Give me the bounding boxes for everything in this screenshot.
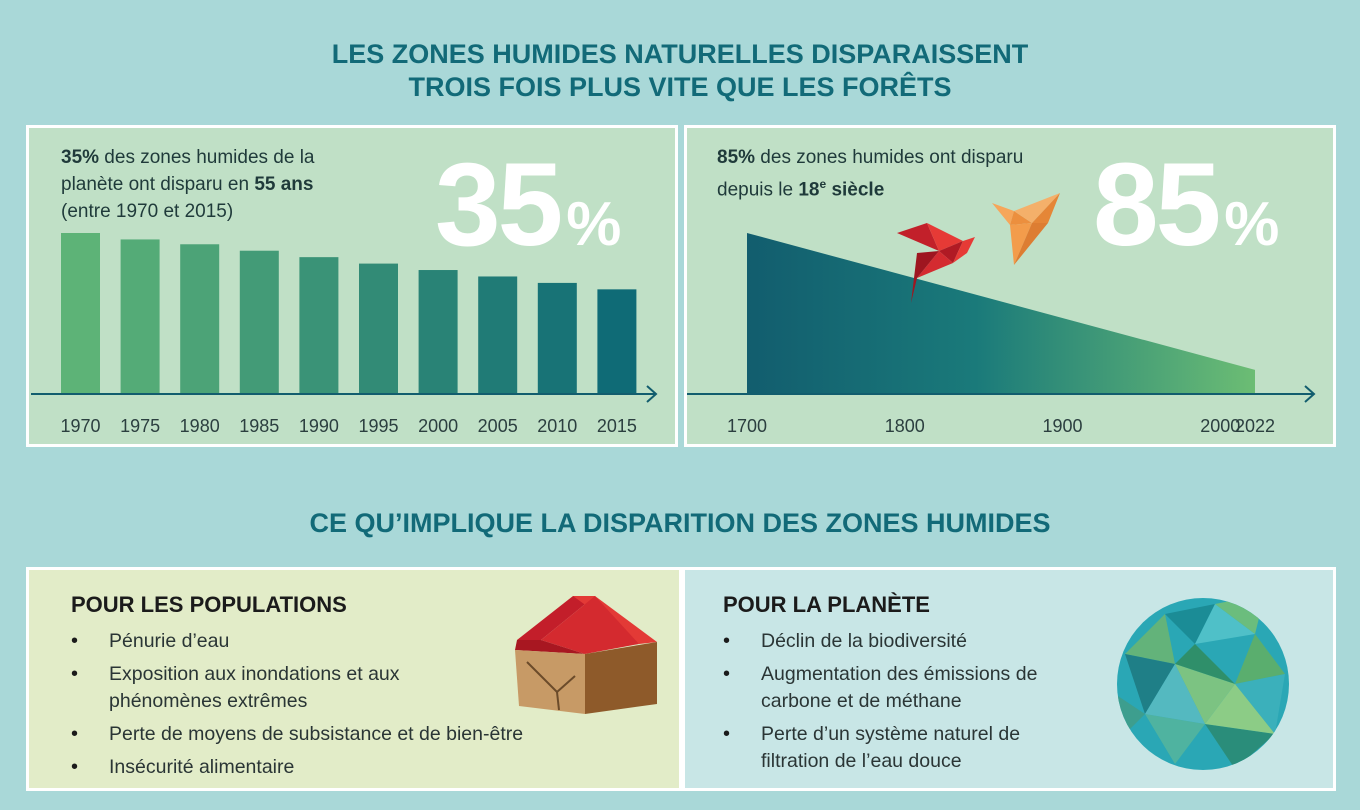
tick-label-2005: 2005: [478, 416, 518, 436]
desc-bold-85: 85%: [717, 147, 756, 168]
bar-1975: [120, 239, 160, 394]
list-item: Déclin de la biodiversité: [723, 628, 1063, 655]
house-icon: [515, 596, 657, 714]
planete-title: POUR LA PLANÈTE: [723, 592, 930, 617]
main-title-line1: LES ZONES HUMIDES NATURELLES DISPARAISSE…: [331, 39, 1029, 69]
list-item: Perte de moyens de subsistance et de bie…: [71, 721, 591, 748]
desc-sup-e: e: [819, 177, 827, 191]
big-value-85: 85: [1093, 139, 1221, 271]
x-axis-arrow: [646, 385, 658, 403]
desc-bold-35: 35%: [61, 147, 100, 168]
tick-label-1800: 1800: [885, 416, 925, 436]
tick-label-2000: 2000: [1200, 416, 1240, 436]
tick-label-2000: 2000: [418, 416, 458, 436]
desc-text-r1: des zones humides ont disparu: [755, 147, 1024, 168]
bar-1970: [61, 233, 100, 394]
tick-label-1995: 1995: [358, 416, 398, 436]
populations-panel: POUR LES POPULATIONS Pénurie d’eau Expos…: [26, 567, 682, 791]
desc-text-3: (entre 1970 et 2015): [61, 201, 234, 222]
tick-label-2015: 2015: [597, 416, 637, 436]
tick-label-1975: 1975: [120, 416, 160, 436]
big-percent-sign: %: [566, 190, 622, 259]
list-item: Pénurie d’eau: [71, 628, 591, 655]
area-chart-description: 85% des zones humides ont disparu depuis…: [717, 144, 1023, 203]
red-bird-icon: [897, 223, 975, 303]
tick-label-1990: 1990: [299, 416, 339, 436]
bar-1995: [359, 263, 398, 394]
tick-label-1900: 1900: [1043, 416, 1083, 436]
desc-bold-siecle: siècle: [826, 179, 885, 201]
bar-2000: [418, 270, 458, 394]
bar-1985: [239, 250, 279, 394]
tick-label-2022: 2022: [1235, 416, 1275, 436]
list-item: Perte d’un système naturel de filtration…: [723, 721, 1063, 775]
list-item: Augmentation des émissions de carbone et…: [723, 661, 1063, 715]
area-series: [747, 233, 1255, 394]
list-item: Insécurité alimentaire: [71, 754, 591, 781]
main-title-line2: TROIS FOIS PLUS VITE QUE LES FORÊTS: [408, 72, 952, 102]
orange-bird-icon: [992, 193, 1060, 265]
tick-label-1700: 1700: [727, 416, 767, 436]
tick-label-1970: 1970: [60, 416, 100, 436]
bar-2010: [537, 282, 577, 394]
tick-label-1980: 1980: [180, 416, 220, 436]
planete-panel: POUR LA PLANÈTE Déclin de la biodiversit…: [682, 567, 1336, 791]
bar-1980: [180, 244, 220, 394]
tick-label-2010: 2010: [537, 416, 577, 436]
x-axis-arrow-right: [1304, 385, 1316, 403]
desc-bold-18: 18: [798, 179, 820, 201]
section2-title: CE QU’IMPLIQUE LA DISPARITION DES ZONES …: [309, 508, 1051, 538]
desc-bold-55-ans: 55 ans: [254, 174, 314, 195]
populations-list: Pénurie d’eau Exposition aux inondations…: [71, 628, 591, 787]
main-title: LES ZONES HUMIDES NATURELLES DISPARAISSE…: [0, 38, 1360, 104]
bar-2005: [478, 276, 518, 394]
area-chart-panel: 85% des zones humides ont disparu depuis…: [684, 125, 1336, 447]
desc-text-2: planète ont disparu en: [61, 174, 255, 195]
big-percentage-35: 35%: [435, 146, 621, 284]
globe-icon: [1117, 598, 1289, 770]
list-item: Exposition aux inondations et aux phénom…: [71, 661, 509, 715]
tick-label-1985: 1985: [239, 416, 279, 436]
big-percent-sign-85: %: [1224, 190, 1280, 259]
planete-list: Déclin de la biodiversité Augmentation d…: [723, 628, 1063, 781]
bar-1990: [299, 257, 339, 394]
desc-text-r2: depuis le: [717, 179, 799, 201]
big-percentage-85: 85%: [1093, 146, 1279, 284]
bar-chart: 1970 1975 1980 1985 1990 1995 2000 2005 2010 2015: [31, 233, 658, 436]
bar-2015: [597, 289, 637, 394]
bar-chart-description: 35% des zones humides de la planète ont …: [61, 144, 315, 225]
bar-chart-panel: 35% des zones humides de la planète ont …: [26, 125, 678, 447]
populations-title: POUR LES POPULATIONS: [71, 592, 347, 617]
desc-text-1: des zones humides de la: [99, 147, 315, 168]
big-value: 35: [435, 139, 563, 271]
